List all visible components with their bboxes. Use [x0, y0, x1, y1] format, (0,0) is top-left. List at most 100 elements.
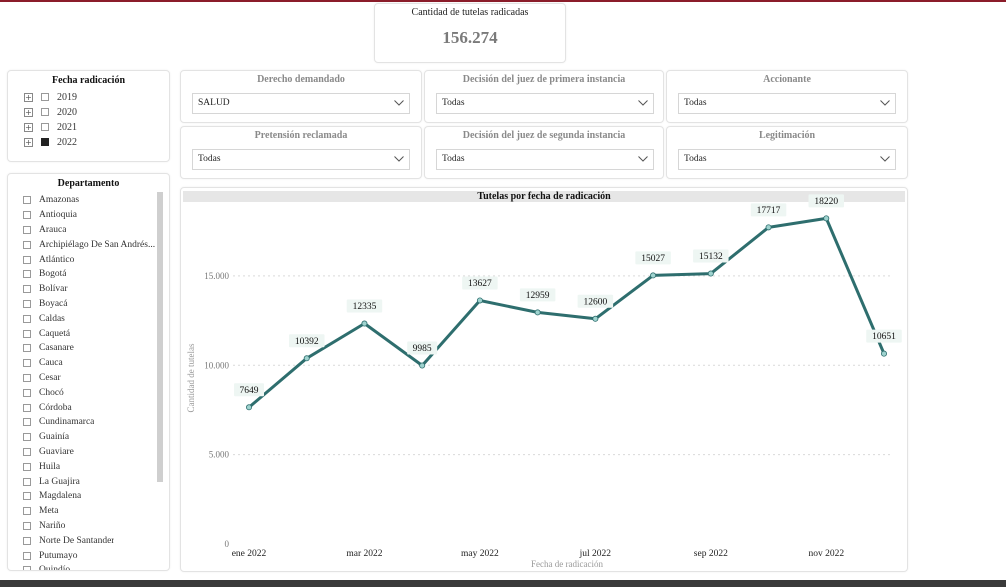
department-item[interactable]: Meta	[23, 504, 163, 519]
dropdown-value: Todas	[442, 98, 465, 108]
data-label-background	[462, 276, 498, 290]
department-checkbox[interactable]	[23, 536, 31, 545]
department-item[interactable]: Magdalena	[23, 489, 163, 504]
department-item[interactable]: Caldas	[23, 311, 163, 326]
department-checkbox[interactable]	[23, 433, 31, 442]
department-checkbox[interactable]	[23, 521, 31, 530]
decision-primera-instancia-dropdown[interactable]: Todas	[436, 93, 654, 114]
department-item[interactable]: Guaviare	[23, 445, 163, 460]
department-checkbox[interactable]	[23, 418, 31, 427]
department-item[interactable]: Nariño	[23, 519, 163, 534]
department-item[interactable]: Archipiélago De San Andrés...	[23, 237, 163, 252]
data-point	[476, 297, 483, 304]
department-checkbox[interactable]	[23, 566, 31, 570]
expand-icon[interactable]: +	[24, 92, 33, 102]
expand-icon[interactable]: +	[24, 137, 33, 147]
chevron-down-icon	[880, 100, 890, 106]
department-checkbox[interactable]	[23, 270, 31, 279]
department-item[interactable]: Guainía	[23, 430, 163, 445]
department-item[interactable]: Bogotá	[23, 267, 163, 282]
dropdown-value: Todas	[684, 154, 707, 164]
department-checkbox[interactable]	[23, 388, 31, 397]
department-checkbox[interactable]	[23, 492, 31, 501]
data-label: 10392	[295, 337, 319, 347]
department-checkbox[interactable]	[23, 344, 31, 353]
department-item[interactable]: Huila	[23, 459, 163, 474]
department-item[interactable]: Chocó	[23, 385, 163, 400]
data-point	[246, 404, 253, 411]
department-scrollbar[interactable]	[157, 192, 163, 482]
expand-icon[interactable]: +	[24, 122, 33, 132]
department-item[interactable]: Putumayo	[23, 548, 163, 563]
department-label: Cundinamarca	[39, 417, 95, 428]
x-tick-label: may 2022	[461, 549, 499, 559]
department-item[interactable]: Córdoba	[23, 400, 163, 415]
year-item[interactable]: +2021	[24, 120, 77, 134]
y-axis-label: Cantidad de tutelas	[186, 343, 196, 412]
year-checkbox[interactable]	[41, 138, 49, 146]
department-item[interactable]: Norte De Santander	[23, 533, 163, 548]
department-item[interactable]: Casanare	[23, 341, 163, 356]
department-item[interactable]: Cesar	[23, 371, 163, 386]
department-checkbox[interactable]	[23, 551, 31, 560]
pretension-reclamada-dropdown[interactable]: Todas	[192, 149, 410, 170]
year-checkbox[interactable]	[41, 93, 49, 101]
department-item[interactable]: Boyacá	[23, 297, 163, 312]
department-item[interactable]: Atlántico	[23, 252, 163, 267]
department-checkbox[interactable]	[23, 507, 31, 516]
data-label: 15027	[641, 254, 665, 264]
bottom-bar	[0, 580, 1006, 587]
department-item[interactable]: Bolívar	[23, 282, 163, 297]
department-label: Norte De Santander	[39, 535, 115, 546]
department-checkbox[interactable]	[23, 225, 31, 234]
data-point	[534, 309, 541, 316]
department-checkbox[interactable]	[23, 211, 31, 220]
kpi-title: Cantidad de tutelas radicadas	[411, 7, 529, 18]
data-label: 13627	[468, 279, 492, 289]
department-checkbox[interactable]	[23, 240, 31, 249]
department-label: Arauca	[39, 224, 67, 235]
department-checkbox[interactable]	[23, 447, 31, 456]
department-label: Putumayo	[39, 550, 78, 561]
department-label: Antioquia	[39, 210, 77, 221]
department-checkbox[interactable]	[23, 359, 31, 368]
decision-segunda-instancia-dropdown[interactable]: Todas	[436, 149, 654, 170]
accionante-dropdown[interactable]: Todas	[678, 93, 896, 114]
department-item[interactable]: Antioquia	[23, 208, 163, 223]
department-checkbox[interactable]	[23, 477, 31, 486]
department-item[interactable]: Amazonas	[23, 193, 163, 208]
department-checkbox[interactable]	[23, 462, 31, 471]
year-item[interactable]: +2019	[24, 90, 77, 104]
year-checkbox[interactable]	[41, 108, 49, 116]
year-label: 2019	[57, 91, 77, 103]
department-checkbox[interactable]	[23, 196, 31, 205]
year-checkbox[interactable]	[41, 123, 49, 131]
derecho-demandado-dropdown[interactable]: SALUD	[192, 93, 410, 114]
department-item[interactable]: Arauca	[23, 223, 163, 238]
top-accent-rule	[0, 0, 1006, 2]
department-label: Quindío	[39, 565, 71, 571]
department-checkbox[interactable]	[23, 285, 31, 294]
department-item[interactable]: La Guajira	[23, 474, 163, 489]
data-point	[303, 355, 310, 362]
department-item[interactable]: Cundinamarca	[23, 415, 163, 430]
department-item[interactable]: Cauca	[23, 356, 163, 371]
year-item[interactable]: +2020	[24, 105, 77, 119]
department-item[interactable]: Caquetá	[23, 326, 163, 341]
data-point	[650, 272, 657, 279]
department-checkbox[interactable]	[23, 403, 31, 412]
legitimacion-dropdown[interactable]: Todas	[678, 149, 896, 170]
data-point	[881, 350, 888, 357]
data-label-background	[750, 203, 787, 217]
department-checkbox[interactable]	[23, 373, 31, 382]
department-checkbox[interactable]	[23, 299, 31, 308]
department-item[interactable]: Quindío	[23, 563, 163, 571]
filter-accionante: Accionante Todas	[666, 70, 908, 123]
year-item[interactable]: +2022	[24, 135, 77, 149]
expand-icon[interactable]: +	[24, 107, 33, 117]
data-label-background	[808, 194, 845, 208]
department-checkbox[interactable]	[23, 314, 31, 323]
year-slicer: Fecha radicación +2019 +2020 +2021 +2022	[7, 70, 170, 162]
department-checkbox[interactable]	[23, 255, 31, 264]
department-checkbox[interactable]	[23, 329, 31, 338]
